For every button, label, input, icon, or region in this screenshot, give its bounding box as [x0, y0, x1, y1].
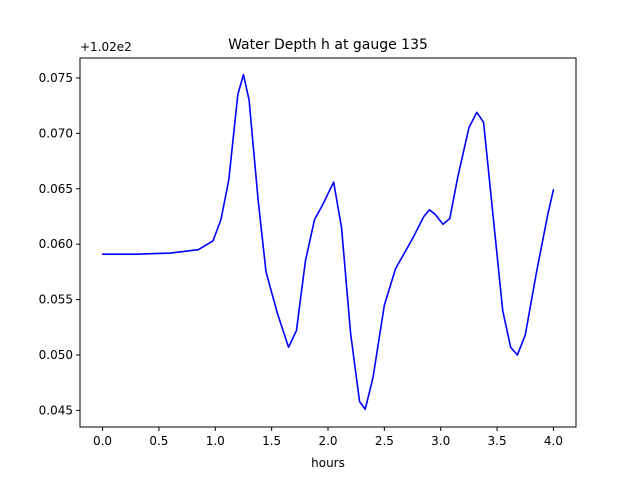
- y-tick-label: 0.070: [39, 126, 73, 140]
- series-line: [101, 73, 555, 411]
- y-tick-label: 0.045: [39, 403, 73, 417]
- y-tick-label: 0.060: [39, 237, 73, 251]
- y-offset-label: +1.02e2: [80, 40, 132, 54]
- x-tick-label: 0.5: [149, 434, 168, 448]
- x-tick-label: 1.5: [262, 434, 281, 448]
- y-tick-label: 0.075: [39, 71, 73, 85]
- x-tick-label: 3.0: [431, 434, 450, 448]
- y-tick-label: 0.050: [39, 348, 73, 362]
- y-tick-label: 0.055: [39, 293, 73, 307]
- x-tick-label: 4.0: [544, 434, 563, 448]
- y-axis: 0.045 0.050 0.055 0.060 0.065 0.070 0.075: [39, 71, 80, 417]
- x-tick-label: 3.5: [488, 434, 507, 448]
- x-axis-label: hours: [311, 456, 345, 470]
- x-axis: 0.0 0.5 1.0 1.5 2.0 2.5 3.0 3.5 4.0: [93, 427, 563, 448]
- x-tick-label: 0.0: [93, 434, 112, 448]
- y-tick-label: 0.065: [39, 182, 73, 196]
- x-tick-label: 2.0: [318, 434, 337, 448]
- x-tick-label: 1.0: [206, 434, 225, 448]
- x-tick-label: 2.5: [375, 434, 394, 448]
- chart-title: Water Depth h at gauge 135: [228, 37, 428, 53]
